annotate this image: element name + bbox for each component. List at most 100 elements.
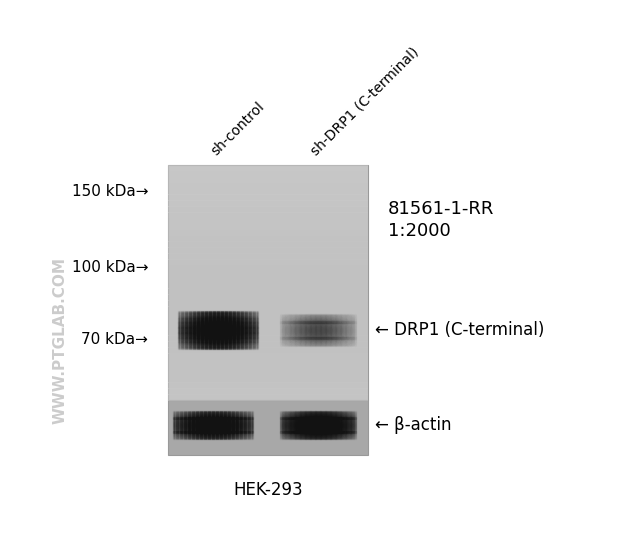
Bar — [294, 323, 296, 324]
Bar — [195, 334, 197, 335]
Bar — [333, 318, 334, 319]
Bar — [188, 433, 189, 435]
Bar — [186, 423, 188, 424]
Bar — [337, 417, 338, 418]
Bar — [207, 411, 209, 412]
Bar — [253, 315, 254, 316]
Bar — [226, 314, 227, 315]
Bar — [324, 335, 326, 337]
Bar — [218, 340, 220, 342]
Bar — [310, 321, 312, 323]
Bar — [349, 427, 351, 428]
Bar — [196, 419, 197, 421]
Bar — [305, 423, 307, 424]
Bar — [301, 428, 303, 430]
Bar — [337, 320, 338, 321]
Bar — [292, 414, 293, 416]
Bar — [242, 324, 243, 325]
Bar — [209, 317, 210, 319]
Bar — [328, 315, 330, 316]
Bar — [238, 426, 240, 427]
Bar — [230, 320, 232, 321]
Bar — [174, 434, 176, 435]
Bar — [212, 418, 213, 419]
Bar — [317, 321, 318, 323]
Bar — [225, 341, 226, 343]
Bar — [322, 420, 323, 421]
Bar — [218, 434, 220, 435]
Bar — [248, 414, 249, 416]
Bar — [243, 321, 244, 323]
Bar — [348, 333, 349, 334]
Bar — [222, 343, 223, 344]
Bar — [343, 418, 344, 419]
Bar — [189, 345, 190, 347]
Bar — [236, 331, 237, 333]
Bar — [236, 424, 237, 425]
Bar — [305, 422, 307, 423]
Bar — [321, 319, 322, 320]
Bar — [329, 420, 331, 421]
Bar — [285, 323, 287, 324]
Bar — [289, 421, 291, 422]
Bar — [189, 339, 190, 340]
Bar — [178, 325, 179, 326]
Bar — [322, 329, 323, 330]
Bar — [326, 418, 328, 419]
Bar — [238, 314, 239, 315]
Bar — [178, 319, 179, 320]
Bar — [291, 437, 292, 438]
Bar — [216, 346, 218, 348]
Bar — [198, 335, 200, 337]
Bar — [182, 325, 184, 326]
Bar — [323, 436, 324, 437]
Bar — [339, 319, 340, 320]
Bar — [202, 321, 204, 323]
Bar — [179, 322, 180, 324]
Bar — [245, 431, 246, 432]
Bar — [299, 339, 301, 341]
Bar — [212, 338, 214, 339]
Bar — [319, 318, 321, 319]
Bar — [196, 431, 197, 432]
Bar — [354, 321, 356, 323]
Bar — [334, 417, 335, 418]
Bar — [307, 432, 308, 433]
Bar — [248, 322, 250, 324]
Bar — [238, 320, 239, 321]
Bar — [213, 428, 214, 430]
Bar — [350, 421, 352, 422]
Bar — [194, 432, 196, 433]
Bar — [198, 428, 200, 430]
Bar — [348, 430, 349, 431]
Bar — [329, 417, 331, 418]
Bar — [250, 326, 252, 328]
Bar — [343, 344, 344, 345]
Bar — [185, 437, 186, 438]
Bar — [289, 433, 291, 435]
Bar — [178, 423, 180, 424]
Bar — [346, 332, 347, 333]
Bar — [202, 319, 204, 320]
Bar — [323, 421, 324, 422]
Bar — [307, 414, 308, 416]
Bar — [301, 413, 303, 414]
Bar — [209, 316, 210, 318]
Bar — [251, 320, 253, 321]
Bar — [298, 433, 300, 435]
Bar — [215, 319, 217, 320]
Bar — [350, 337, 352, 338]
Bar — [248, 432, 249, 433]
Bar — [323, 339, 324, 341]
Bar — [338, 339, 339, 341]
Bar — [189, 431, 191, 432]
Bar — [190, 435, 192, 436]
Bar — [312, 328, 313, 329]
Bar — [319, 328, 321, 329]
Bar — [326, 437, 328, 438]
Bar — [335, 417, 337, 418]
Bar — [181, 412, 182, 413]
Bar — [242, 430, 244, 431]
Bar — [294, 331, 296, 332]
Bar — [319, 334, 321, 335]
